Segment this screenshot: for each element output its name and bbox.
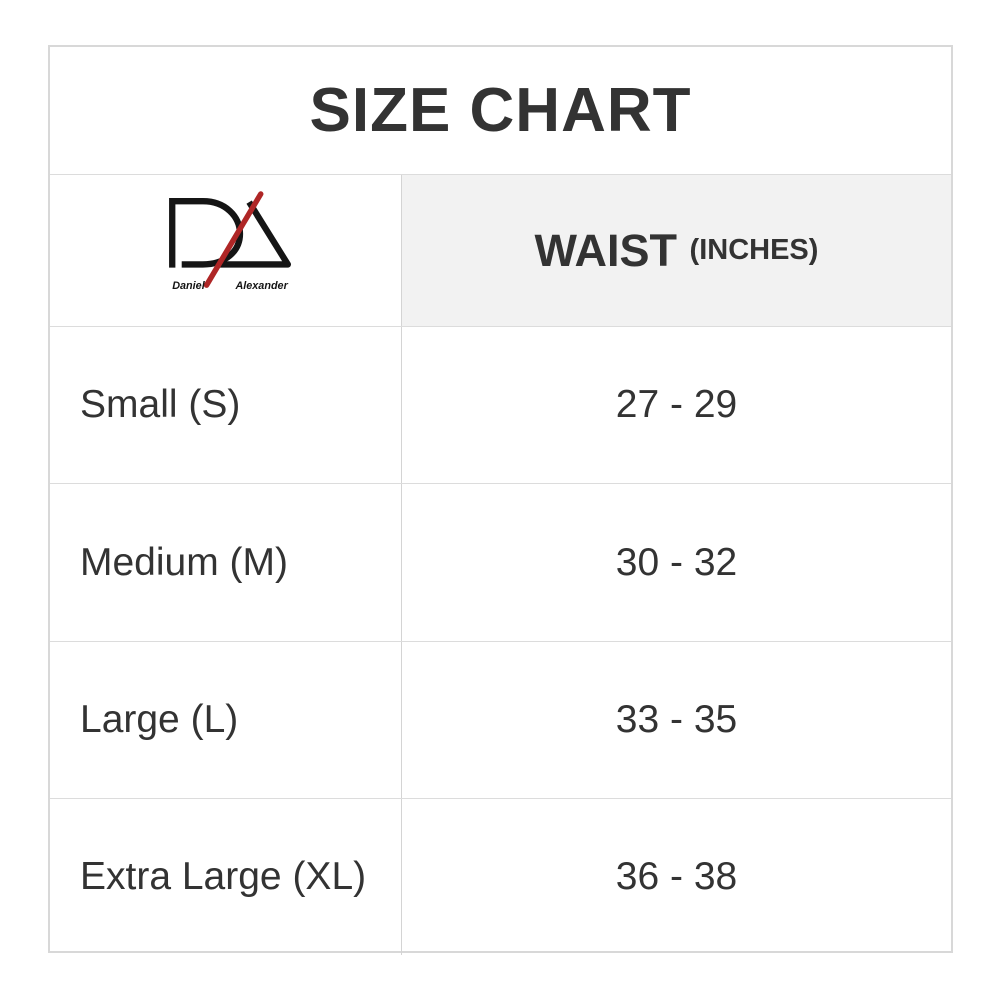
svg-text:Alexander: Alexander [234, 280, 288, 292]
svg-text:Daniel: Daniel [172, 280, 205, 292]
